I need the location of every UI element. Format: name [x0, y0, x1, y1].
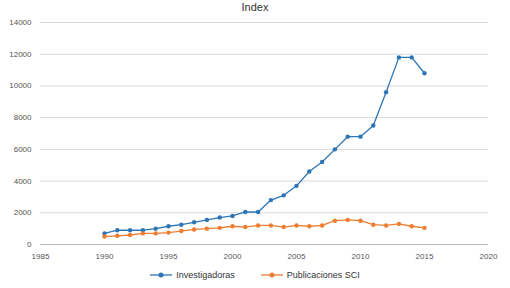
svg-text:2010: 2010	[352, 252, 370, 261]
html-text:Publicaciones SCI: Publicaciones SCI	[286, 270, 360, 280]
svg-text:2005: 2005	[288, 252, 306, 261]
html-text:Index: Index	[241, 1, 269, 13]
svg-text:12000: 12000	[9, 50, 32, 59]
html-text:Investigadoras: Investigadoras	[176, 270, 235, 280]
svg-text:8000: 8000	[14, 113, 32, 122]
svg-text:6000: 6000	[14, 145, 32, 154]
svg-text:10000: 10000	[9, 81, 32, 90]
svg-text:1990: 1990	[96, 252, 114, 261]
svg-text:2015: 2015	[416, 252, 434, 261]
svg-text:4000: 4000	[14, 177, 32, 186]
svg-text:14000: 14000	[9, 18, 32, 27]
svg-text:2000: 2000	[224, 252, 242, 261]
svg-text:1985: 1985	[32, 252, 50, 261]
svg-text:1995: 1995	[160, 252, 178, 261]
svg-text:2000: 2000	[14, 208, 32, 217]
svg-text:2020: 2020	[480, 252, 498, 261]
svg-text:0: 0	[27, 240, 32, 249]
